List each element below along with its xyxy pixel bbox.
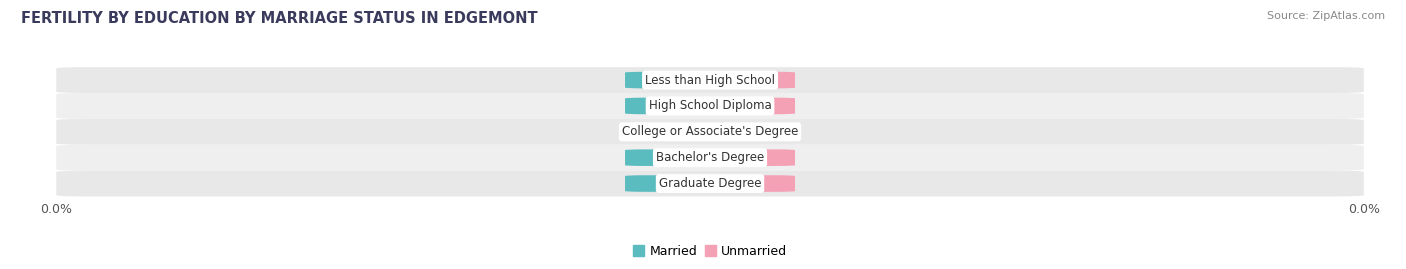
- Text: 0.0%: 0.0%: [655, 153, 686, 163]
- FancyBboxPatch shape: [56, 93, 1364, 119]
- Text: 0.0%: 0.0%: [655, 179, 686, 189]
- FancyBboxPatch shape: [626, 98, 717, 114]
- Text: College or Associate's Degree: College or Associate's Degree: [621, 125, 799, 138]
- Text: Source: ZipAtlas.com: Source: ZipAtlas.com: [1267, 11, 1385, 21]
- Text: Less than High School: Less than High School: [645, 74, 775, 87]
- Text: FERTILITY BY EDUCATION BY MARRIAGE STATUS IN EDGEMONT: FERTILITY BY EDUCATION BY MARRIAGE STATU…: [21, 11, 537, 26]
- Text: 0.0%: 0.0%: [655, 127, 686, 137]
- FancyBboxPatch shape: [703, 149, 794, 166]
- FancyBboxPatch shape: [56, 119, 1364, 145]
- FancyBboxPatch shape: [56, 171, 1364, 196]
- Legend: Married, Unmarried: Married, Unmarried: [628, 240, 792, 263]
- Text: 0.0%: 0.0%: [734, 127, 765, 137]
- Text: 0.0%: 0.0%: [734, 101, 765, 111]
- FancyBboxPatch shape: [626, 175, 717, 192]
- Text: 0.0%: 0.0%: [655, 101, 686, 111]
- Text: High School Diploma: High School Diploma: [648, 100, 772, 112]
- Text: 0.0%: 0.0%: [655, 75, 686, 85]
- Text: 0.0%: 0.0%: [734, 179, 765, 189]
- FancyBboxPatch shape: [626, 72, 717, 88]
- Text: Bachelor's Degree: Bachelor's Degree: [657, 151, 763, 164]
- FancyBboxPatch shape: [626, 149, 717, 166]
- FancyBboxPatch shape: [626, 123, 717, 140]
- FancyBboxPatch shape: [56, 67, 1364, 93]
- FancyBboxPatch shape: [703, 98, 794, 114]
- Text: 0.0%: 0.0%: [734, 75, 765, 85]
- Text: Graduate Degree: Graduate Degree: [659, 177, 761, 190]
- FancyBboxPatch shape: [703, 72, 794, 88]
- FancyBboxPatch shape: [703, 175, 794, 192]
- FancyBboxPatch shape: [703, 123, 794, 140]
- Text: 0.0%: 0.0%: [734, 153, 765, 163]
- FancyBboxPatch shape: [56, 145, 1364, 171]
